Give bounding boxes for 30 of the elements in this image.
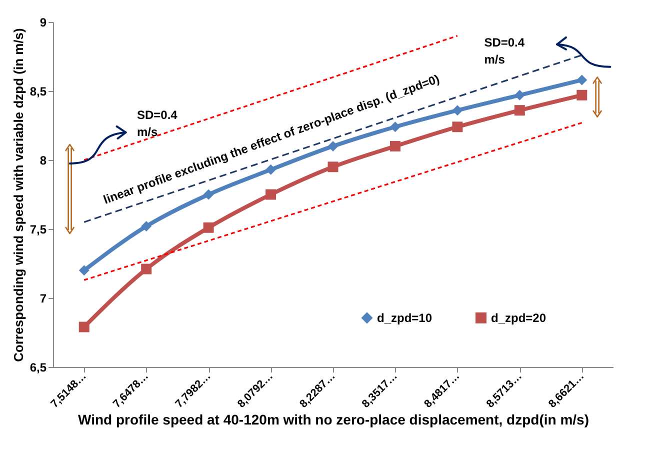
point: [514, 105, 525, 116]
point: [576, 74, 588, 86]
point: [390, 122, 400, 132]
y-tick-label: 9: [40, 16, 47, 30]
point: [452, 105, 463, 116]
legend-label: d_zpd=10: [377, 310, 432, 325]
y-axis-title: Corresponding wind speed with variable dzpd (in m/s): [10, 28, 26, 362]
point: [390, 140, 400, 152]
annotation: SD=0.4 m/s: [484, 36, 525, 67]
point: [266, 189, 276, 200]
annotation: SD=0.4 m/s: [137, 108, 178, 140]
point: [141, 220, 152, 232]
point: [328, 162, 338, 172]
point: [78, 322, 90, 332]
point: [328, 140, 338, 152]
point: [452, 122, 463, 132]
legend-label: d_zpd=20: [491, 310, 546, 325]
y-tick-label: 7,5: [30, 222, 47, 236]
point: [203, 189, 214, 200]
point: [141, 264, 152, 274]
point: [576, 90, 588, 100]
point: [266, 164, 276, 175]
y-tick-label: 8: [40, 154, 47, 168]
point: [514, 90, 525, 100]
point: [203, 222, 214, 233]
y-tick-label: 6,5: [30, 360, 47, 374]
y-tick-label: 7: [40, 292, 47, 306]
point: [78, 265, 90, 276]
y-tick-label: 8,5: [30, 84, 47, 98]
x-axis-title: Wind profile speed at 40-120m with no zero-place displacement, dzpd(in m/s): [78, 412, 589, 428]
